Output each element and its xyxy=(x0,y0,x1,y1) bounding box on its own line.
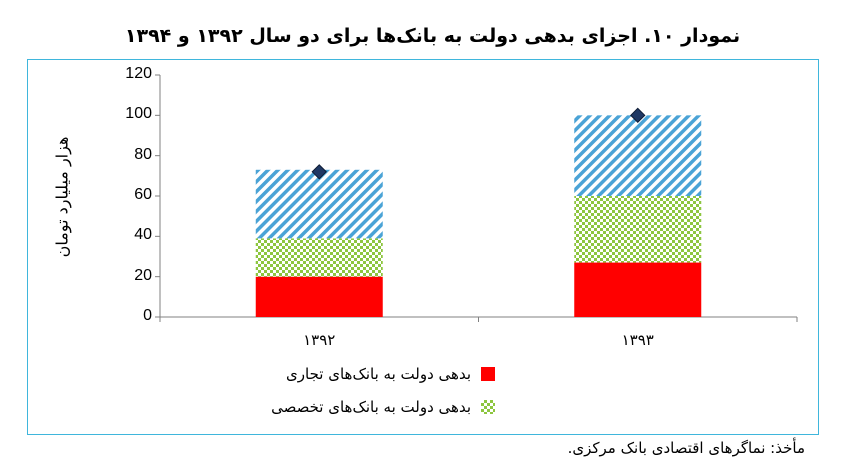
marker-diamond xyxy=(630,107,646,124)
bar-segment-hatched xyxy=(255,169,383,239)
y-tick-label: 80 xyxy=(134,145,152,163)
chart-title: نمودار ۱۰. اجزای بدهی دولت به بانک‌ها بر… xyxy=(124,25,741,47)
y-tick-label: 120 xyxy=(125,65,152,82)
markers xyxy=(311,107,646,180)
y-tick-label: 20 xyxy=(134,266,152,284)
y-tick-label: 100 xyxy=(125,105,152,123)
legend-label-commercial: بدهی دولت به بانک‌های تجاری xyxy=(286,365,471,383)
y-axis-label: هزار میلیارد تومان xyxy=(52,136,72,258)
bar-segment-hatched xyxy=(574,115,702,196)
x-tick-label: ۱۳۹۲ xyxy=(303,331,336,349)
legend-item-specialized: بدهی دولت به بانک‌های تخصصی xyxy=(271,398,495,416)
chart-frame xyxy=(27,59,819,435)
legend-label-specialized: بدهی دولت به بانک‌های تخصصی xyxy=(271,398,471,416)
bar-segment-checker xyxy=(574,196,702,263)
y-tick-label: 60 xyxy=(134,186,152,203)
x-tick-label: ۱۳۹۳ xyxy=(621,331,654,349)
bars xyxy=(255,115,702,317)
legend-swatch-specialized xyxy=(481,400,495,414)
legend-item-commercial: بدهی دولت به بانک‌های تجاری xyxy=(286,365,495,383)
source-note: مأخذ: نماگرهای اقتصادی بانک مرکزی. xyxy=(567,439,805,457)
y-tick-label: 40 xyxy=(134,226,152,244)
bar-segment-solid xyxy=(574,262,702,317)
bar-segment-checker xyxy=(255,238,383,277)
y-tick-label: 0 xyxy=(143,307,152,324)
bar-segment-solid xyxy=(255,276,383,317)
marker-diamond xyxy=(311,164,327,180)
legend-swatch-commercial xyxy=(481,367,495,381)
